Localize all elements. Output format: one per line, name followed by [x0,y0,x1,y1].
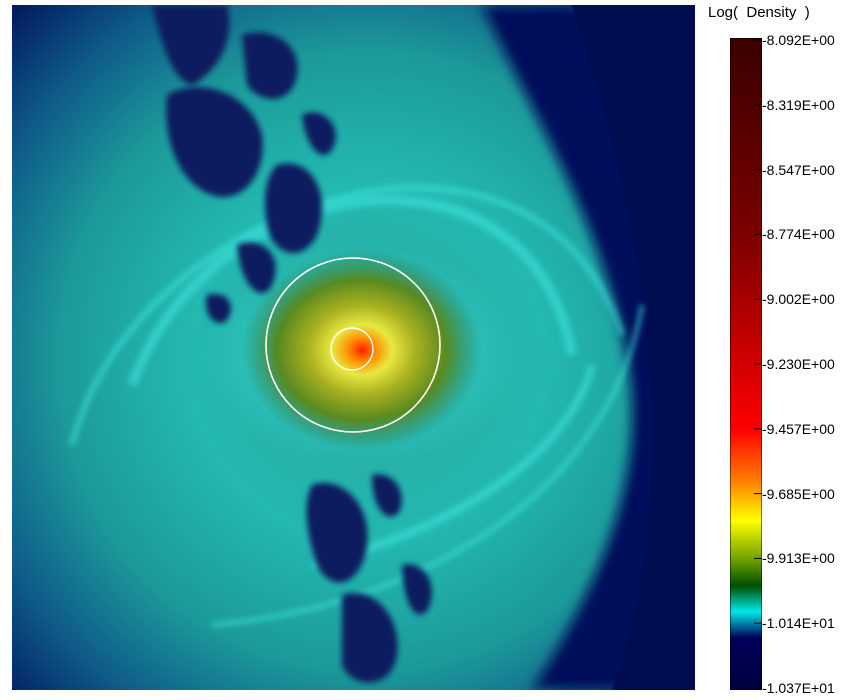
inner-circle [330,327,374,371]
colorbar-tick-label: -9.457E+00 [762,420,835,437]
density-map [12,5,695,690]
colorbar-title: Log( Density ) [708,4,810,21]
colorbar-tick-label: -8.774E+00 [762,226,835,243]
colorbar-tick-label: -9.685E+00 [762,485,835,502]
colorbar [730,38,762,690]
colorbar-tick-label: -9.913E+00 [762,550,835,567]
colorbar-tick-label: -8.547E+00 [762,161,835,178]
colorbar-tick-label: -8.319E+00 [762,96,835,113]
colorbar-tick-label: -1.014E+01 [762,615,835,632]
colorbar-tick-label: -9.230E+00 [762,356,835,372]
colorbar-tick-label: -1.037E+01 [762,680,835,696]
colorbar-tick-label: -9.002E+00 [762,291,835,308]
outer-circle [265,257,441,433]
colorbar-tick-label: -8.092E+00 [762,32,835,48]
